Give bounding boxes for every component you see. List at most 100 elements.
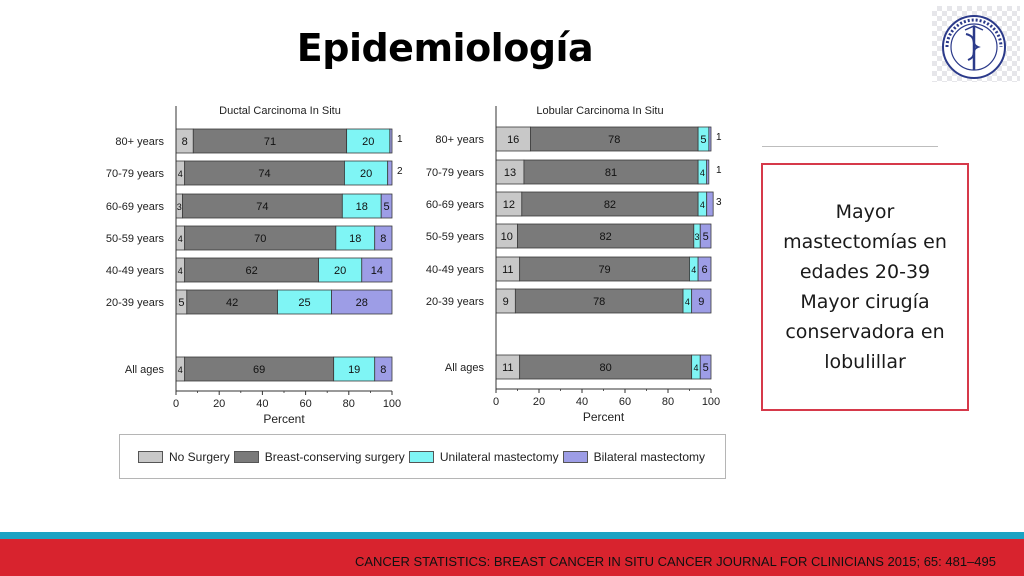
legend-swatch [138,450,163,463]
chart-legend: No Surgery Breast-conserving surgery Uni… [119,434,726,479]
data-label: 11 [502,362,513,374]
legend-label: Breast-conserving surgery [264,449,405,464]
data-label: 5 [700,134,706,146]
data-label: 3 [695,232,700,242]
note-line: conservadora en [785,321,945,343]
bar-segment [519,354,693,380]
x-axis-title: Percent [583,410,625,424]
note-text: Mayor mastectomías en edades 20-39 Mayor… [777,197,953,377]
data-label: 4 [685,297,690,307]
category-label: 60-69 years [426,199,485,211]
footer-accent-band [0,532,1024,539]
legend-label: No Surgery [169,449,230,464]
data-label: 1 [716,132,722,143]
bar-segment [699,223,712,249]
x-tick-label: 80 [662,396,674,408]
data-label: 9 [503,296,509,308]
data-label: 4 [700,200,705,210]
bar-segment [699,354,712,380]
category-label: 50-59 years [426,231,485,243]
data-label: 25 [298,297,310,309]
data-label: 71 [264,136,276,148]
bar-segment [318,257,363,283]
data-label: 3 [177,202,182,212]
bar-segment [523,159,699,185]
category-label: 20-39 years [106,297,165,309]
data-label: 82 [600,231,612,243]
bar-segment [708,126,712,152]
data-label: 1 [397,134,403,145]
x-tick-label: 40 [256,398,268,410]
legend-item-unilateral: Unilateral mastectomy [408,449,559,464]
data-label: 62 [245,265,257,277]
data-label: 4 [693,363,698,373]
x-tick-label: 100 [702,396,720,408]
note-box: Mayor mastectomías en edades 20-39 Mayor… [761,163,969,411]
data-label: 69 [253,364,265,376]
bar-segment [192,128,348,154]
bar-segment [521,191,699,217]
bar-segment [706,191,714,217]
chart-title: Lobular Carcinoma In Situ [536,105,663,117]
note-line: mastectomías en [783,231,947,253]
x-tick-label: 40 [576,396,588,408]
divider-line [762,146,938,147]
data-label: 13 [504,167,516,179]
bar-segment [184,160,345,186]
category-label: 40-49 years [426,264,485,276]
data-label: 2 [397,166,403,177]
note-line: Mayor cirugía [800,291,930,313]
data-label: 12 [503,199,515,211]
bar-segment [519,256,690,282]
footer-band [0,539,1024,576]
bar-segment [184,356,335,382]
data-label: 1 [716,165,722,176]
legend-label: Bilateral mastectomy [593,449,705,464]
x-tick-label: 0 [493,396,499,408]
data-label: 10 [501,231,513,243]
data-label: 14 [371,265,383,277]
data-label: 80 [600,362,612,374]
data-label: 3 [716,197,722,208]
category-label: 80+ years [435,134,484,146]
bar-segment [186,289,278,315]
data-label: 5 [384,201,390,213]
x-tick-label: 60 [299,398,311,410]
category-label: 60-69 years [106,201,165,213]
x-tick-label: 20 [213,398,225,410]
note-line: edades 20-39 [799,261,931,283]
footer-citation: CANCER STATISTICS: BREAST CANCER IN SITU… [354,554,996,569]
category-label: 70-79 years [106,168,165,180]
data-label: 11 [502,264,513,276]
institute-seal-icon [942,15,1006,79]
bar-segment [333,356,376,382]
legend-item-breast-conserving: Breast-conserving surgery [233,449,405,464]
data-label: 5 [178,297,184,309]
data-label: 28 [356,297,368,309]
category-label: 40-49 years [106,265,165,277]
legend-label: Unilateral mastectomy [439,449,559,464]
legend-swatch [408,450,434,463]
category-label: 20-39 years [426,296,485,308]
data-label: 42 [226,297,238,309]
data-label: 81 [605,167,617,179]
x-tick-label: 20 [533,396,545,408]
bar-segment [517,223,695,249]
data-label: 82 [604,199,616,211]
bar-segment [184,257,319,283]
data-label: 5 [703,231,709,243]
bar-segment [380,193,393,219]
bar-segment [277,289,332,315]
data-label: 4 [178,234,183,244]
note-line: lobulillar [824,351,906,373]
data-label: 74 [258,168,270,180]
data-label: 20 [360,168,372,180]
bar-segment [495,159,525,185]
legend-item-bilateral: Bilateral mastectomy [562,449,705,464]
bar-segment [374,356,393,382]
bar-segment [495,126,531,152]
data-label: 4 [691,265,696,275]
data-label: 20 [334,265,346,277]
x-tick-label: 80 [343,398,355,410]
bar-segment [341,193,382,219]
